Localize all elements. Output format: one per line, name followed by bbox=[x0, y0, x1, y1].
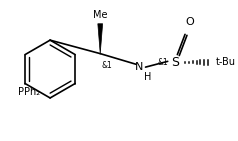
Polygon shape bbox=[98, 24, 103, 54]
Text: PPh₂: PPh₂ bbox=[18, 87, 40, 97]
Text: t-Bu: t-Bu bbox=[216, 57, 236, 67]
Text: N: N bbox=[135, 62, 143, 72]
Text: Me: Me bbox=[93, 10, 108, 20]
Text: &1: &1 bbox=[101, 61, 112, 70]
Text: S: S bbox=[171, 56, 179, 69]
Text: H: H bbox=[144, 72, 151, 82]
Text: &1: &1 bbox=[157, 59, 168, 67]
Text: O: O bbox=[185, 17, 194, 27]
